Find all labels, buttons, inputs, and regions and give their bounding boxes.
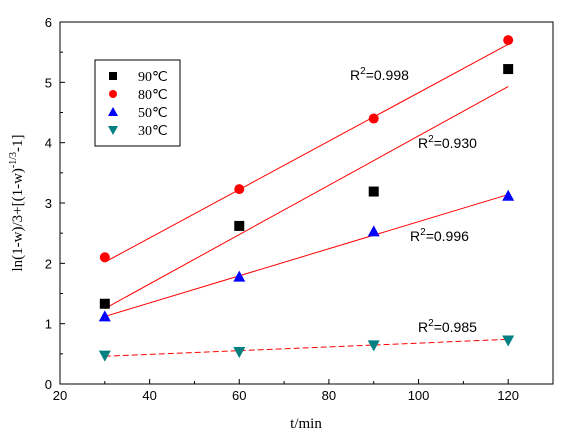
data-points [98, 35, 515, 362]
y-tick-label: 0 [45, 377, 52, 392]
data-point-series-1 [99, 252, 110, 263]
legend-label-1: 80℃ [138, 88, 168, 103]
y-axis-label: ln(1-w)/3+[(1-w)-1/3-1] [8, 134, 26, 271]
r2-value: =0.930 [434, 135, 477, 151]
x-tick-label: 120 [497, 388, 519, 403]
y-axis-label-tail: -1] [10, 134, 26, 152]
r2-label-0: R2=0.930 [418, 134, 477, 151]
r2-superscript: 2 [420, 227, 426, 238]
x-tick-label: 40 [142, 388, 156, 403]
data-point-series-3 [98, 350, 111, 362]
data-point-series-0 [503, 64, 514, 75]
y-tick-label: 2 [45, 256, 52, 271]
data-point-series-3 [367, 340, 380, 352]
axis-ticks: 20 40 60 80 100 120 0 1 2 3 4 5 6 [45, 15, 519, 403]
r2-symbol: R [418, 319, 428, 335]
y-tick-label: 4 [45, 136, 52, 151]
y-tick-label: 3 [45, 196, 52, 211]
legend: 90℃ 80℃ 50℃ 30℃ [94, 59, 181, 147]
r2-value: =0.998 [366, 67, 409, 83]
data-point-series-0 [234, 220, 245, 231]
data-point-series-1 [368, 113, 379, 124]
legend-label-0: 90℃ [138, 70, 168, 85]
x-tick-label: 80 [322, 388, 336, 403]
r2-value: =0.996 [426, 228, 469, 244]
fit-line-3 [104, 338, 509, 357]
r2-label-2: R2=0.996 [410, 227, 469, 244]
r2-symbol: R [350, 67, 360, 83]
legend-marker-3 [108, 126, 118, 135]
data-point-series-0 [368, 186, 379, 197]
data-point-series-2 [367, 225, 380, 237]
legend-label-3: 30℃ [138, 124, 168, 139]
data-point-series-3 [233, 347, 246, 359]
data-point-series-2 [502, 189, 515, 201]
fit-lines [104, 43, 509, 357]
r2-value: =0.985 [434, 319, 477, 335]
r2-superscript: 2 [428, 134, 434, 145]
data-point-series-1 [234, 184, 245, 195]
fit-line-1 [104, 43, 509, 263]
r2-superscript: 2 [428, 318, 434, 329]
x-tick-label: 60 [232, 388, 246, 403]
data-point-series-3 [502, 335, 515, 347]
legend-marker-1 [109, 90, 117, 98]
r2-symbol: R [418, 135, 428, 151]
data-point-series-0 [99, 298, 110, 309]
r2-label-3: R2=0.985 [418, 318, 477, 335]
data-point-series-1 [503, 35, 514, 46]
r2-label-1: R2=0.998 [350, 66, 409, 83]
x-axis-label: t/min [290, 416, 322, 432]
y-axis-label-sup: -1/3 [8, 152, 19, 168]
legend-marker-0 [109, 72, 117, 80]
y-tick-label: 5 [45, 75, 52, 90]
x-tick-label: 20 [53, 388, 67, 403]
r2-superscript: 2 [360, 66, 366, 77]
data-point-series-2 [98, 310, 111, 322]
r2-symbol: R [410, 228, 420, 244]
y-axis-label-base: ln(1-w)/3+[(1-w) [10, 168, 26, 271]
data-point-series-2 [233, 270, 246, 282]
x-tick-label: 100 [408, 388, 430, 403]
y-tick-label: 1 [45, 317, 52, 332]
y-tick-label: 6 [45, 15, 52, 30]
legend-label-2: 50℃ [138, 106, 168, 121]
fit-line-0 [104, 86, 509, 310]
legend-marker-2 [108, 107, 118, 116]
fit-line-2 [104, 194, 509, 317]
